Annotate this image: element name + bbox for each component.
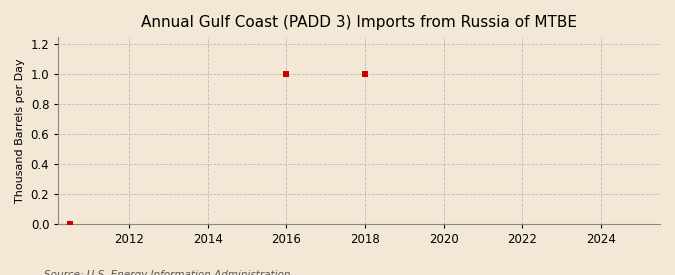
Title: Annual Gulf Coast (PADD 3) Imports from Russia of MTBE: Annual Gulf Coast (PADD 3) Imports from …: [141, 15, 577, 30]
Y-axis label: Thousand Barrels per Day: Thousand Barrels per Day: [15, 58, 25, 203]
Text: Source: U.S. Energy Information Administration: Source: U.S. Energy Information Administ…: [44, 271, 290, 275]
